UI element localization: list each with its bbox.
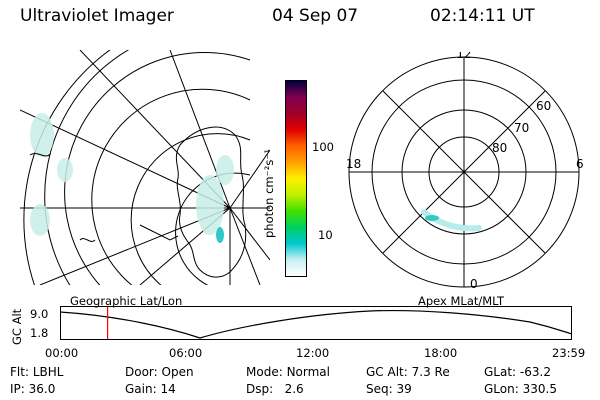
- timeline-xtick-0600: 06:00: [169, 346, 203, 360]
- info-gain: Gain: 14: [125, 382, 176, 396]
- info-gc-alt: GC Alt: 7.3 Re: [366, 365, 450, 379]
- timeline-xtick-1200: 12:00: [296, 346, 330, 360]
- timeline-xtick-1800: 18:00: [424, 346, 458, 360]
- mlt-label-18: 18: [346, 157, 361, 171]
- altitude-timeline: [60, 306, 572, 340]
- info-glat: GLat: -63.2: [484, 365, 551, 379]
- mlt-label-0: 0: [470, 277, 478, 291]
- colorbar-tick-100: 100: [312, 140, 334, 154]
- info-flt: Flt: LBHL: [10, 365, 64, 379]
- date-readout: 04 Sep 07: [272, 6, 359, 26]
- app-title: Ultraviolet Imager: [20, 6, 174, 26]
- info-ip: IP: 36.0: [10, 382, 56, 396]
- geographic-caption: Geographic Lat/Lon: [70, 294, 183, 308]
- mlat-label-80: 80: [492, 141, 507, 155]
- colorbar-tick-10: 10: [318, 228, 333, 242]
- timeline-ytick-min: 1.8: [30, 326, 49, 340]
- mlat-label-70: 70: [514, 121, 529, 135]
- info-door: Door: Open: [125, 365, 194, 379]
- colorbar-gradient: [286, 81, 306, 276]
- polar-map-panel: 12 18 6 0 60 70 80: [346, 52, 584, 291]
- info-glon: GLon: 330.5: [484, 382, 557, 396]
- info-mode: Mode: Normal: [246, 365, 330, 379]
- timeline-xtick-0000: 00:00: [45, 346, 79, 360]
- geographic-map-panel: [20, 50, 270, 285]
- timeline-xtick-2359: 23:59: [552, 346, 586, 360]
- timeline-ytick-max: 9.0: [30, 307, 49, 321]
- colorbar: [285, 80, 307, 277]
- polar-caption: Apex MLat/MLT: [418, 294, 505, 308]
- mlat-label-60: 60: [536, 99, 551, 113]
- time-readout: 02:14:11 UT: [430, 6, 535, 26]
- info-seq: Seq: 39: [366, 382, 412, 396]
- colorbar-unit-label: photon cm⁻²s⁻¹: [262, 149, 276, 238]
- timeline-ylabel: GC Alt: [10, 308, 24, 345]
- mlt-label-12: 12: [456, 52, 471, 61]
- info-dsp: Dsp: 2.6: [246, 382, 304, 396]
- mlt-label-6: 6: [576, 157, 584, 171]
